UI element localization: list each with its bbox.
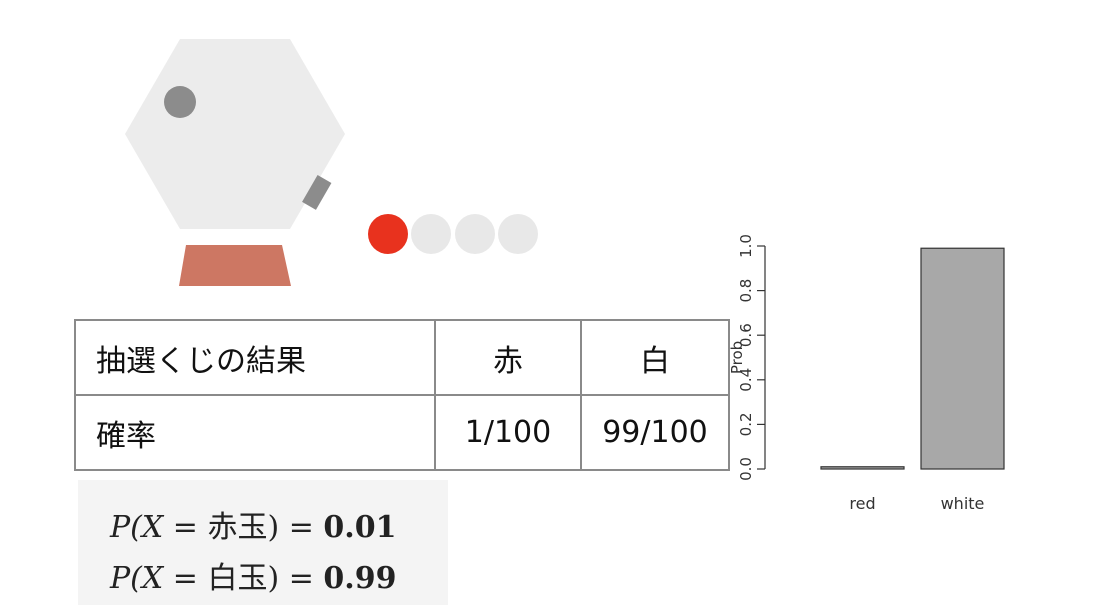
gacha-machine-illustration xyxy=(125,39,538,286)
table-header-row: 抽選くじの結果 赤 白 xyxy=(74,319,730,396)
bar-white xyxy=(920,247,1005,470)
formula-paren: ) xyxy=(267,510,280,545)
probability-bar-chart: Prob 0.0 0.2 0.4 0.6 0.8 1.0 red white xyxy=(728,234,1005,513)
table-cell-red-probability: 1/100 xyxy=(434,394,582,471)
y-tick-label: 1.0 xyxy=(737,234,755,258)
x-category-label: white xyxy=(941,494,985,513)
red-ball xyxy=(368,214,408,254)
white-ball xyxy=(411,214,451,254)
formula-operator: = xyxy=(163,510,208,545)
formula-operator: = xyxy=(279,510,324,545)
x-category-label: red xyxy=(849,494,875,513)
machine-handle xyxy=(302,175,332,210)
formula-line-red: P(X = 赤玉) = 0.01 xyxy=(110,502,396,546)
table-row: 確率 1/100 99/100 xyxy=(74,394,730,471)
table-header-white: 白 xyxy=(580,319,730,396)
formula-line-white: P(X = 白玉) = 0.99 xyxy=(110,553,396,597)
formula-variable: P(X xyxy=(110,510,164,545)
table-cell-white-probability: 99/100 xyxy=(580,394,730,471)
formula-value: 0.01 xyxy=(323,510,397,545)
formula-operator: = xyxy=(279,561,324,596)
formula-value: 0.99 xyxy=(323,561,397,596)
probability-table: 抽選くじの結果 赤 白 確率 1/100 99/100 xyxy=(74,319,730,471)
y-tick-label: 0.0 xyxy=(737,457,755,481)
white-ball xyxy=(455,214,495,254)
y-tick-label: 0.4 xyxy=(737,368,755,392)
formula-box: P(X = 赤玉) = 0.01 P(X = 白玉) = 0.99 xyxy=(78,480,448,605)
table-row-label: 確率 xyxy=(74,394,436,471)
y-axis-label: Prob xyxy=(728,341,746,374)
table-header-label: 抽選くじの結果 xyxy=(74,319,436,396)
y-tick-label: 0.6 xyxy=(737,323,755,347)
white-ball xyxy=(498,214,538,254)
formula-variable: P(X xyxy=(110,561,164,596)
formula-paren: ) xyxy=(267,561,280,596)
formula-item: 白玉 xyxy=(207,561,268,596)
y-tick-label: 0.8 xyxy=(737,279,755,303)
bar-red xyxy=(820,466,905,470)
formula-item: 赤玉 xyxy=(207,510,268,545)
machine-base xyxy=(179,245,291,286)
table-header-red: 赤 xyxy=(434,319,582,396)
y-tick-label: 0.2 xyxy=(737,412,755,436)
machine-window-dot xyxy=(164,86,196,118)
formula-operator: = xyxy=(163,561,208,596)
